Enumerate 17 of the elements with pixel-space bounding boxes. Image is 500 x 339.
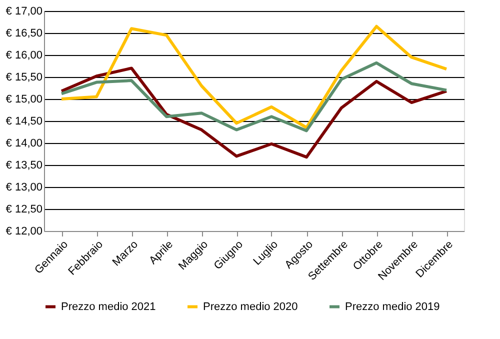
y-tick-label: € 14,00 bbox=[6, 138, 42, 150]
y-tick-label: € 16,00 bbox=[6, 50, 42, 62]
line-series bbox=[60, 66, 448, 159]
y-tick-label: € 15,50 bbox=[6, 72, 42, 84]
line-series bbox=[60, 61, 448, 132]
legend-label: Prezzo medio 2021 bbox=[61, 300, 156, 313]
y-tick-label: € 12,50 bbox=[6, 204, 42, 216]
y-tick-label: € 17,00 bbox=[6, 6, 42, 18]
y-tick-label: € 16,50 bbox=[6, 28, 42, 40]
legend-label: Prezzo medio 2019 bbox=[345, 300, 440, 313]
line-series bbox=[60, 24, 448, 130]
y-tick-label: € 13,00 bbox=[6, 182, 42, 194]
y-tick-label: € 14,50 bbox=[6, 116, 42, 128]
y-tick-label: € 13,50 bbox=[6, 160, 42, 172]
y-tick-label: € 15,00 bbox=[6, 94, 42, 106]
y-tick-label: € 12,00 bbox=[6, 226, 42, 238]
legend-label: Prezzo medio 2020 bbox=[203, 300, 298, 313]
